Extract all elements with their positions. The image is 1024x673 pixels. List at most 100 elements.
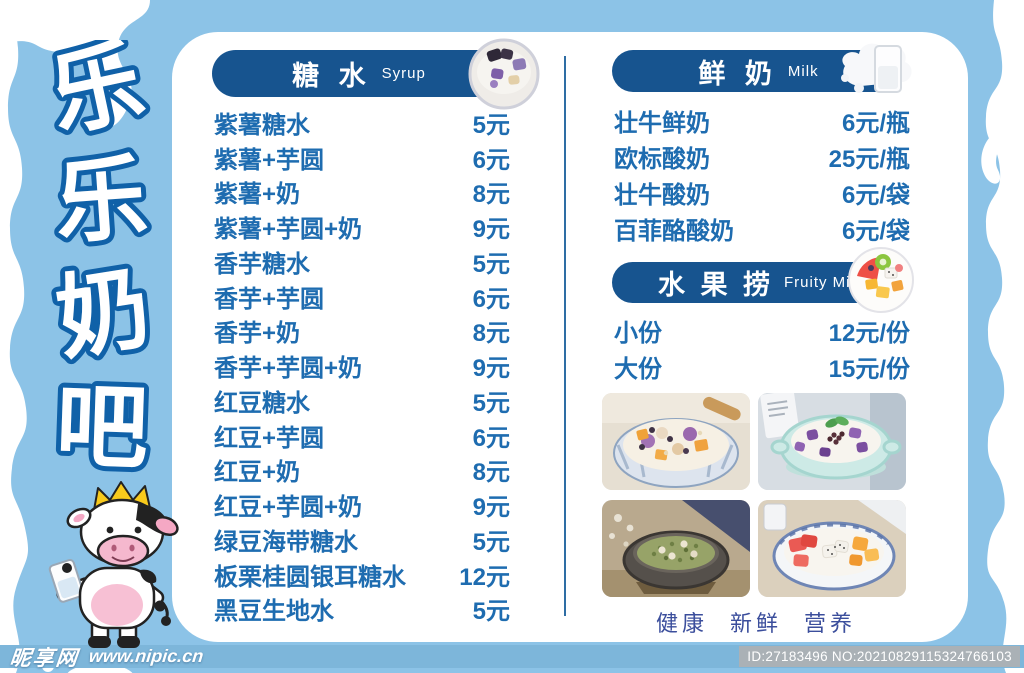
item-price: 6元 xyxy=(472,424,510,452)
menu-item-row: 紫薯+芋圆 6元 xyxy=(214,140,510,175)
menu-card: 糖 水 Syrup 紫薯糖水 5元 紫薯+芋圆 6元 紫薯+奶 8元 紫薯+芋圆+奶 9元 香芋… xyxy=(172,32,968,642)
brand-char-4: 吧 xyxy=(54,375,150,480)
caption-word: 健康 xyxy=(655,611,708,636)
item-name: 大份 xyxy=(614,355,662,383)
photo-grid xyxy=(602,393,910,597)
right-column: 鲜 奶 Milk 壮牛鲜奶 6元/瓶 欧标酸奶 25元/瓶 壮牛酸奶 6元/袋 百菲酪酸奶 6… xyxy=(602,43,914,636)
menu-item-row: 壮牛酸奶 6元/袋 xyxy=(614,174,910,210)
menu-item-row: 大份 15元/份 xyxy=(614,348,910,384)
milk-title-en: Milk xyxy=(787,62,819,80)
item-name: 红豆+芋圆+奶 xyxy=(214,494,363,522)
item-name: 壮牛酸奶 xyxy=(614,181,710,209)
item-price: 9元 xyxy=(472,216,510,244)
menu-item-row: 红豆+芋圆+奶 9元 xyxy=(214,487,510,522)
item-price: 5元 xyxy=(472,528,510,556)
menu-item-row: 香芋+奶 8元 xyxy=(214,314,510,349)
menu-item-row: 红豆+芋圆 6元 xyxy=(214,418,510,453)
menu-item-row: 板栗桂圆银耳糖水 12元 xyxy=(214,557,510,592)
item-name: 香芋+奶 xyxy=(214,320,301,348)
item-price: 6元 xyxy=(472,285,510,313)
watermark-id-badge: ID:27183496 NO:20210829115324766103 xyxy=(739,646,1020,667)
menu-item-row: 绿豆海带糖水 5元 xyxy=(214,522,510,557)
item-price: 25元/瓶 xyxy=(828,145,910,173)
menu-item-row: 紫薯糖水 5元 xyxy=(214,105,510,140)
item-price: 8元 xyxy=(472,320,510,348)
menu-item-row: 紫薯+芋圆+奶 9元 xyxy=(214,209,510,244)
syrup-header: 糖 水 Syrup xyxy=(212,38,540,110)
item-name: 欧标酸奶 xyxy=(614,145,710,173)
menu-item-row: 红豆糖水 5元 xyxy=(214,383,510,418)
item-name: 板栗桂圆银耳糖水 xyxy=(214,563,406,591)
item-name: 香芋+芋圆+奶 xyxy=(214,355,363,383)
item-name: 壮牛鲜奶 xyxy=(614,109,710,137)
photo-purple-taro-milk xyxy=(758,393,906,490)
cow-mascot-icon xyxy=(48,481,179,648)
item-price: 6元/袋 xyxy=(841,181,910,209)
fruity-header: 水 果 捞 Fruity Mix xyxy=(612,247,914,313)
item-name: 紫薯糖水 xyxy=(214,111,310,139)
item-name: 红豆+奶 xyxy=(214,459,301,487)
brand-char-2: 乐 xyxy=(52,147,151,255)
menu-item-row: 百菲酪酸奶 6元/袋 xyxy=(614,210,910,246)
item-name: 小份 xyxy=(614,319,662,347)
item-name: 红豆糖水 xyxy=(214,389,310,417)
item-price: 6元 xyxy=(472,146,510,174)
menu-item-row: 红豆+奶 8元 xyxy=(214,453,510,488)
item-name: 紫薯+芋圆 xyxy=(214,146,325,174)
syrup-title-en: Syrup xyxy=(381,65,426,82)
fruity-title-en: Fruity Mix xyxy=(784,274,859,291)
syrup-bowl-photo xyxy=(468,38,540,110)
milk-title-zh: 鲜 奶 xyxy=(698,58,778,89)
menu-item-row: 欧标酸奶 25元/瓶 xyxy=(614,138,910,174)
fruity-item-list: 小份 12元/份大份 15元/份 xyxy=(614,312,910,384)
menu-item-row: 紫薯+奶 8元 xyxy=(214,175,510,210)
item-name: 紫薯+奶 xyxy=(214,181,301,209)
menu-item-row: 香芋+芋圆 6元 xyxy=(214,279,510,314)
item-price: 12元/份 xyxy=(828,319,910,347)
syrup-section: 糖 水 Syrup 紫薯糖水 5元 紫薯+芋圆 6元 紫薯+奶 8元 紫薯+芋圆+奶 9元 香芋… xyxy=(212,38,540,630)
item-name: 百菲酪酸奶 xyxy=(614,217,734,245)
brand-title-vertical: 乐 乐 奶 吧 xyxy=(36,40,162,486)
brand-char-1: 乐 xyxy=(41,40,152,148)
menu-item-row: 黑豆生地水 5元 xyxy=(214,592,510,627)
syrup-title-zh: 糖 水 xyxy=(292,61,372,91)
item-name: 绿豆海带糖水 xyxy=(214,528,358,556)
item-price: 5元 xyxy=(472,250,510,278)
photo-fruit-milk-bowl xyxy=(758,500,906,597)
item-price: 6元/瓶 xyxy=(841,109,910,137)
brand-char-3: 奶 xyxy=(50,256,157,371)
menu-item-row: 小份 12元/份 xyxy=(614,312,910,348)
menu-item-row: 香芋糖水 5元 xyxy=(214,244,510,279)
item-name: 黑豆生地水 xyxy=(214,598,334,626)
item-price: 9元 xyxy=(472,494,510,522)
menu-item-row: 壮牛鲜奶 6元/瓶 xyxy=(614,102,910,138)
item-name: 红豆+芋圆 xyxy=(214,424,325,452)
photo-mung-bean-soup xyxy=(602,500,750,597)
item-price: 8元 xyxy=(472,459,510,487)
item-price: 5元 xyxy=(472,598,510,626)
item-price: 12元 xyxy=(459,563,510,591)
caption-healthy-fresh-nutritious: 健康 新鲜 营养 xyxy=(602,606,910,638)
photo-taro-dessert xyxy=(602,393,750,490)
item-price: 9元 xyxy=(472,355,510,383)
watermark-site: 昵享网 www.nipic.cn xyxy=(9,645,205,670)
item-price: 15元/份 xyxy=(828,355,910,383)
milk-header: 鲜 奶 Milk xyxy=(612,43,912,93)
item-price: 8元 xyxy=(472,181,510,209)
item-price: 5元 xyxy=(472,389,510,417)
item-price: 6元/袋 xyxy=(841,217,910,245)
watermark-site-url: www.nipic.cn xyxy=(88,646,205,666)
watermark-site-name: 昵享网 xyxy=(8,646,81,670)
column-divider xyxy=(564,56,566,616)
fruity-title-zh: 水 果 捞 xyxy=(657,270,774,300)
item-price: 5元 xyxy=(472,111,510,139)
item-name: 香芋糖水 xyxy=(214,250,310,278)
milk-item-list: 壮牛鲜奶 6元/瓶 欧标酸奶 25元/瓶 壮牛酸奶 6元/袋 百菲酪酸奶 6元/袋 xyxy=(614,102,910,246)
item-name: 香芋+芋圆 xyxy=(214,285,325,313)
menu-item-row: 香芋+芋圆+奶 9元 xyxy=(214,348,510,383)
caption-word: 新鲜 xyxy=(729,611,782,636)
milk-splash-photo xyxy=(841,43,912,93)
caption-word: 营养 xyxy=(804,611,857,636)
item-name: 紫薯+芋圆+奶 xyxy=(214,216,363,244)
